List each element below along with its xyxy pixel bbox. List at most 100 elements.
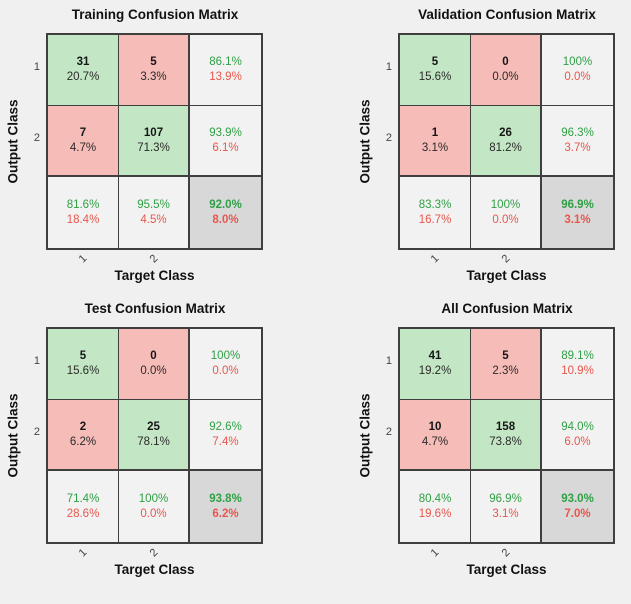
cell-percent: 3.1% xyxy=(421,141,449,154)
x-tick-2-text: 2 xyxy=(147,252,161,266)
cell-percent: 0.0% xyxy=(140,365,167,377)
cell-true-2-2: 158 73.8% xyxy=(471,400,542,471)
cell-false-1-2: 0 0.0% xyxy=(119,329,190,400)
cell-percent: 20.7% xyxy=(66,71,100,83)
confusion-grid-validation: 5 15.6% 0 0.0% 100% 0.0% 1 3.1% 26 81.2%… xyxy=(398,33,615,250)
x-tick-1-text: 1 xyxy=(428,252,442,266)
cell-count: 5 xyxy=(150,56,157,68)
x-tick-1: 1 xyxy=(63,252,103,266)
cell-true-2-2: 107 71.3% xyxy=(119,106,190,177)
y-axis-label: Output Class xyxy=(356,33,374,250)
confusion-grid-test: 5 15.6% 0 0.0% 100% 0.0% 2 6.2% 25 78.1%… xyxy=(46,327,263,544)
x-tick-2: 2 xyxy=(486,252,526,266)
cell-count: 7 xyxy=(79,126,87,139)
cell-count: 26 xyxy=(499,126,512,139)
cell-positive-pct: 93.8% xyxy=(209,492,242,505)
cell-col-summary-1: 71.4% 28.6% xyxy=(48,471,119,542)
y-axis-label-text: Output Class xyxy=(5,393,21,478)
cell-negative-pct: 0.0% xyxy=(564,71,591,83)
cell-count: 10 xyxy=(428,420,442,433)
x-axis-label: Target Class xyxy=(466,268,547,283)
cell-count: 107 xyxy=(143,126,164,139)
cell-percent: 73.8% xyxy=(489,435,522,448)
cell-positive-pct: 93.0% xyxy=(561,492,594,505)
cell-percent: 71.3% xyxy=(137,141,170,154)
panel-test: Test Confusion Matrix Output Class 1 2 5… xyxy=(0,294,279,588)
cell-row-summary-1: 89.1% 10.9% xyxy=(542,329,613,400)
x-tick-1-text: 1 xyxy=(76,546,90,560)
cell-positive-pct: 94.0% xyxy=(561,420,594,433)
cell-col-summary-2: 100% 0.0% xyxy=(471,177,542,248)
panel-all: All Confusion Matrix Output Class 1 2 41… xyxy=(352,294,631,588)
x-tick-2: 2 xyxy=(134,547,174,560)
x-tick-2-text: 2 xyxy=(499,546,513,560)
cell-negative-pct: 3.1% xyxy=(492,507,519,520)
cell-negative-pct: 0.0% xyxy=(140,507,167,520)
cell-false-1-2: 5 2.3% xyxy=(471,329,542,400)
cell-negative-pct: 6.0% xyxy=(564,435,591,448)
chart-title-training: Training Confusion Matrix xyxy=(71,7,239,22)
cell-percent: 15.6% xyxy=(418,71,452,83)
cell-true-2-2: 25 78.1% xyxy=(119,400,190,471)
cell-negative-pct: 10.9% xyxy=(561,365,594,377)
x-tick-2-text: 2 xyxy=(499,252,513,266)
cell-percent: 19.2% xyxy=(418,365,452,377)
cell-overall-accuracy: 93.8% 6.2% xyxy=(190,471,261,542)
cell-positive-pct: 100% xyxy=(138,492,169,505)
cell-positive-pct: 100% xyxy=(490,198,521,211)
cell-col-summary-2: 95.5% 4.5% xyxy=(119,177,190,248)
y-axis-label: Output Class xyxy=(356,327,374,544)
cell-positive-pct: 96.3% xyxy=(561,126,594,139)
cell-negative-pct: 3.7% xyxy=(564,141,591,154)
x-tick-1: 1 xyxy=(63,546,103,560)
y-tick-2: 2 xyxy=(33,132,40,144)
cell-false-2-1: 2 6.2% xyxy=(48,400,119,471)
cell-col-summary-1: 81.6% 18.4% xyxy=(48,177,119,248)
y-tick-1: 1 xyxy=(33,355,40,367)
cell-percent: 78.1% xyxy=(137,435,170,448)
cell-count: 25 xyxy=(147,420,160,433)
cell-true-2-2: 26 81.2% xyxy=(471,106,542,177)
cell-false-2-1: 10 4.7% xyxy=(400,400,471,471)
cell-false-2-1: 7 4.7% xyxy=(48,106,119,177)
cell-overall-accuracy: 92.0% 8.0% xyxy=(190,177,261,248)
cell-col-summary-1: 80.4% 19.6% xyxy=(400,471,471,542)
y-axis-label-text: Output Class xyxy=(5,99,21,184)
cell-percent: 2.3% xyxy=(492,365,519,377)
cell-percent: 0.0% xyxy=(492,71,519,83)
cell-true-1-1: 5 15.6% xyxy=(400,35,471,106)
panel-training: Training Confusion Matrix Output Class 1… xyxy=(0,0,279,294)
cell-percent: 4.7% xyxy=(69,141,97,154)
cell-negative-pct: 0.0% xyxy=(492,213,519,226)
y-axis-label: Output Class xyxy=(4,327,22,544)
x-tick-1: 1 xyxy=(415,252,455,266)
cell-negative-pct: 18.4% xyxy=(66,213,100,226)
cell-count: 41 xyxy=(428,350,442,362)
cell-false-1-2: 5 3.3% xyxy=(119,35,190,106)
cell-negative-pct: 7.4% xyxy=(212,435,239,448)
cell-positive-pct: 100% xyxy=(562,56,593,68)
confusion-grid-all: 41 19.2% 5 2.3% 89.1% 10.9% 10 4.7% 158 … xyxy=(398,327,615,544)
confusion-grid-training: 31 20.7% 5 3.3% 86.1% 13.9% 7 4.7% 107 7… xyxy=(46,33,263,250)
y-tick-1: 1 xyxy=(385,61,392,73)
chart-title-validation: Validation Confusion Matrix xyxy=(418,7,596,22)
x-tick-1-text: 1 xyxy=(76,252,90,266)
cell-overall-accuracy: 96.9% 3.1% xyxy=(542,177,613,248)
cell-row-summary-1: 100% 0.0% xyxy=(190,329,261,400)
cell-count: 2 xyxy=(79,420,87,433)
cell-false-2-1: 1 3.1% xyxy=(400,106,471,177)
cell-count: 5 xyxy=(431,56,439,68)
cell-count: 1 xyxy=(431,126,439,139)
cell-positive-pct: 96.9% xyxy=(489,492,522,505)
cell-percent: 15.6% xyxy=(66,365,100,377)
cell-row-summary-2: 96.3% 3.7% xyxy=(542,106,613,177)
cell-positive-pct: 96.9% xyxy=(561,198,594,211)
cell-false-1-2: 0 0.0% xyxy=(471,35,542,106)
cell-negative-pct: 3.1% xyxy=(564,213,591,226)
cell-positive-pct: 81.6% xyxy=(66,198,100,211)
cell-percent: 3.3% xyxy=(140,71,167,83)
cell-positive-pct: 92.6% xyxy=(209,420,242,433)
y-tick-1: 1 xyxy=(385,355,392,367)
cell-negative-pct: 13.9% xyxy=(209,71,242,83)
y-tick-2: 2 xyxy=(385,426,392,438)
